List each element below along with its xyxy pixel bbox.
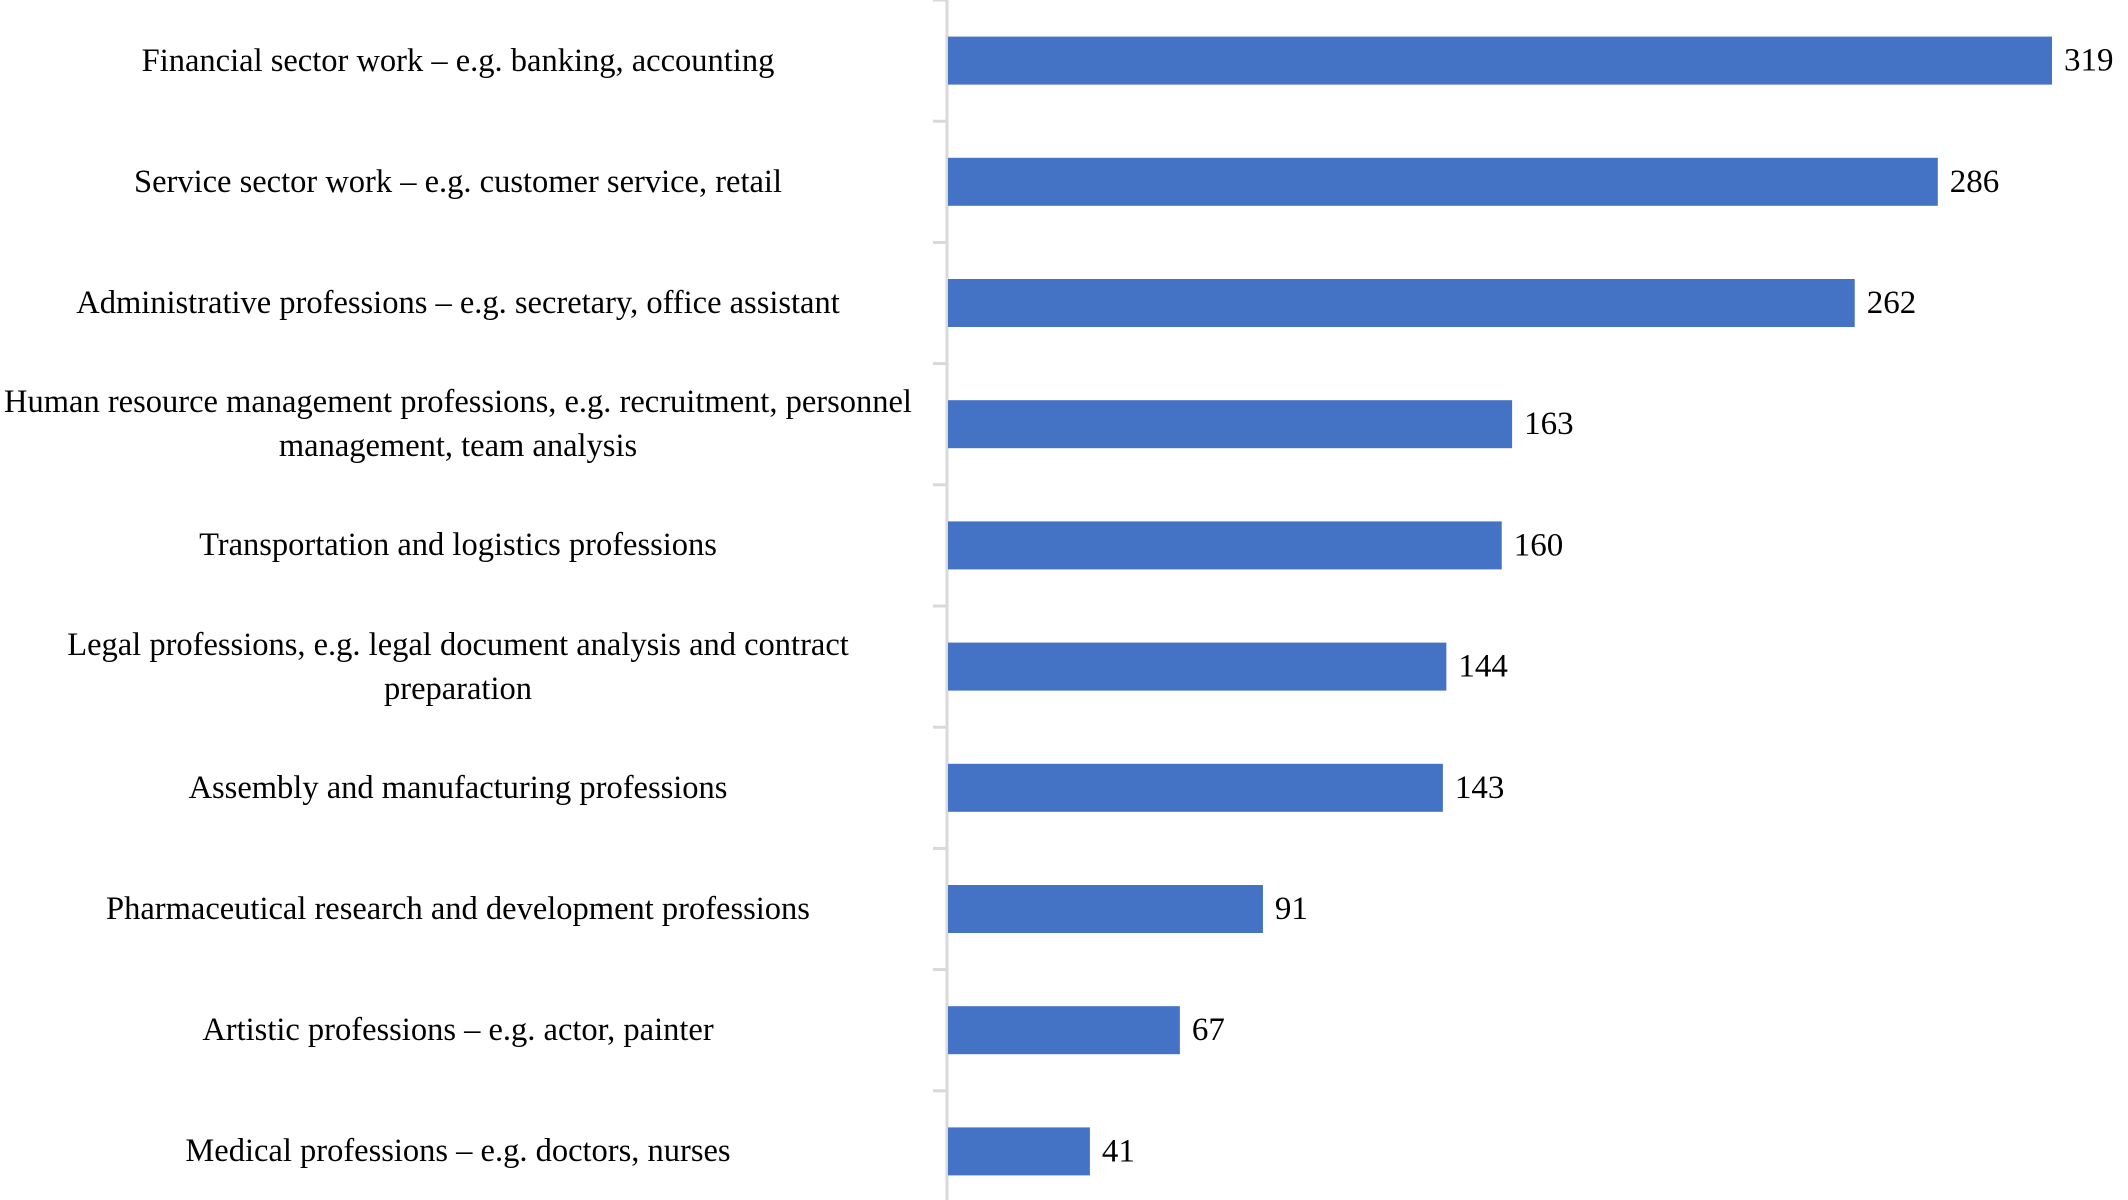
bar-9 xyxy=(948,1006,1180,1055)
category-label-4: Human resource management professions, e… xyxy=(4,384,912,465)
bar-10 xyxy=(948,1127,1090,1176)
data-label-6: 144 xyxy=(1458,649,1508,685)
bar-5 xyxy=(948,521,1502,570)
bar-2 xyxy=(948,157,1938,206)
category-label-6: Legal professions, e.g. legal document a… xyxy=(67,626,849,707)
category-label-3: Administrative professions – e.g. secret… xyxy=(76,285,840,321)
data-label-4: 163 xyxy=(1524,406,1574,442)
bar-8 xyxy=(948,885,1263,933)
data-label-1: 319 xyxy=(2064,43,2114,79)
data-label-9: 67 xyxy=(1192,1012,1225,1048)
data-label-8: 91 xyxy=(1275,891,1308,927)
category-label-2: Service sector work – e.g. customer serv… xyxy=(134,163,782,200)
category-label-8: Pharmaceutical research and development … xyxy=(106,891,810,927)
bar-4 xyxy=(948,400,1513,449)
bar-6 xyxy=(948,642,1447,691)
data-label-7: 143 xyxy=(1455,770,1505,806)
category-label-5: Transportation and logistics professions xyxy=(199,527,717,564)
data-label-10: 41 xyxy=(1102,1133,1135,1169)
bar-7 xyxy=(948,763,1443,812)
data-label-5: 160 xyxy=(1514,527,1564,563)
category-label-9: Artistic professions – e.g. actor, paint… xyxy=(202,1012,714,1049)
category-label-10: Medical professions – e.g. doctors, nurs… xyxy=(185,1133,731,1170)
bar-3 xyxy=(948,279,1855,327)
category-label-7: Assembly and manufacturing professions xyxy=(188,769,728,806)
category-label-1: Financial sector work – e.g. banking, ac… xyxy=(141,42,775,79)
data-label-3: 262 xyxy=(1867,285,1917,321)
data-label-2: 286 xyxy=(1950,164,2000,200)
bar-1 xyxy=(948,36,2052,85)
